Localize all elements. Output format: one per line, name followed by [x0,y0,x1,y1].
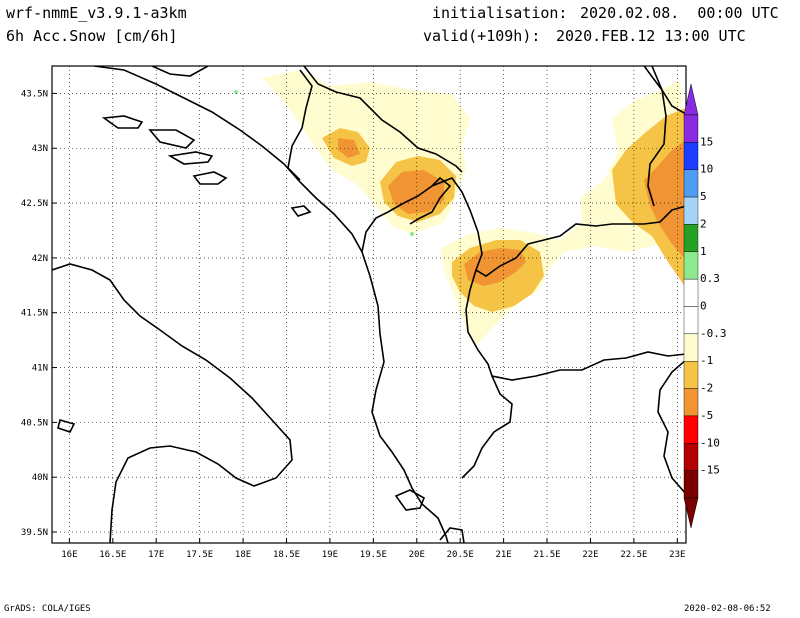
kosovo-border [431,177,686,277]
lat-tick-label: 41.5N [21,309,48,319]
lat-tick-label: 40N [32,473,48,483]
colorbar-segment [683,306,699,335]
lon-tick-label: 20E [409,550,425,560]
bosnia-croatia-border [151,66,209,77]
gridlines [52,66,686,543]
lon-tick-label: 19.5E [360,550,387,560]
snow-area-heavy [464,248,526,286]
colorbar-segment [683,196,699,225]
coastline-layer [52,66,686,543]
colorbar-segment [683,142,699,170]
colorbar-label: 1 [700,245,707,258]
colorbar-segment [683,443,699,471]
lon-tick-label: 21.5E [533,550,560,560]
model-title: wrf-nmmE_v3.9.1-a3km [6,4,187,22]
lon-tick-label: 16.5E [99,550,126,560]
colorbar-label: 10 [700,163,713,176]
lat-tick-label: 42N [32,254,48,264]
colorbar-segment [683,333,699,362]
bulgaria-border [647,66,667,207]
lon-tick-label: 17.5E [186,550,213,560]
valid-label: valid(+109h): [423,27,541,45]
colorbar-label: -0.3 [700,327,727,340]
colorbar-label: -2 [700,382,713,395]
lon-tick-label: 23E [669,550,685,560]
lon-tick-label: 22.5E [620,550,647,560]
croatian-island [192,171,228,185]
border-layer [151,66,686,479]
lon-tick-label: 18E [235,550,251,560]
lon-tick-label: 17E [148,550,164,560]
snow-area-heavy [644,140,686,260]
snow-fill-layer [234,70,686,346]
lon-tick-label: 16E [61,550,77,560]
colorbar-segment [683,470,699,499]
snow-speck [410,232,414,236]
footer-grads: GrADS: COLA/IGES [4,604,91,614]
albania-macedonia-border [465,269,686,381]
lat-tick-label: 40.5N [21,418,48,428]
lon-tick-label: 21E [495,550,511,560]
colorbar-label: 0 [700,300,707,313]
greek-coast [439,527,465,543]
valid-value: 2020.FEB.12 13:00 UTC [556,27,746,45]
field-title: 6h Acc.Snow [cm/6h] [6,27,178,45]
adriatic-east-coast [93,66,449,543]
colorbar-label: 0.3 [700,272,720,285]
colorbar-segment [683,415,699,444]
lon-tick-label: 20.5E [447,550,474,560]
colorbar-label: 5 [700,190,707,203]
colorbar-segment [683,388,699,417]
colorbar-label: 2 [700,217,707,230]
lat-tick-label: 43.5N [21,89,48,99]
greek-coast [394,489,426,511]
colorbar-segment [683,114,699,143]
bih-montenegro-border [287,69,313,181]
colorbar-label: -15 [700,464,720,477]
lat-tick-label: 41N [32,364,48,374]
init-label: initialisation: [432,4,568,22]
croatian-island [101,115,144,129]
croatian-island [290,205,312,217]
lon-tick-label: 22E [582,550,598,560]
colorbar-label: 15 [700,135,713,148]
albania-greece-border [461,375,513,479]
colorbar-segment [683,224,699,252]
italy-islet [57,419,76,433]
init-value: 2020.02.08. 00:00 UTC [580,4,779,22]
lat-tick-label: 39.5N [21,528,48,538]
colorbar-label: -5 [700,409,713,422]
colorbar-bottom-arrow [683,497,699,529]
footer-timestamp: 2020-02-08-06:52 [684,604,771,614]
serbia-bih-border [303,66,463,173]
colorbar-segment [683,278,699,307]
lon-tick-label: 18.5E [273,550,300,560]
colorbar-segment [683,169,699,198]
lon-tick-label: 19E [322,550,338,560]
colorbar-label: -1 [700,354,713,367]
colorbar-segment [683,251,699,280]
croatian-island [167,151,214,165]
colorbar: 15 10 5 2 1 0.3 0 -0.3 -1 -2 -5 -10 -15 [683,83,727,529]
croatian-island [148,129,196,149]
lat-tick-label: 42.5N [21,199,48,209]
snow-area-heavy [388,170,444,214]
colorbar-segment [683,361,699,389]
axis-ticks: 16E 16.5E 17E 17.5E 18E 18.5E 19E 19.5E 20E 20.5E… [21,89,686,560]
lat-tick-label: 43N [32,144,48,154]
snow-speck [234,90,238,94]
colorbar-label: -10 [700,436,720,449]
aegean-coast [657,359,686,495]
italy-coast [52,263,293,543]
